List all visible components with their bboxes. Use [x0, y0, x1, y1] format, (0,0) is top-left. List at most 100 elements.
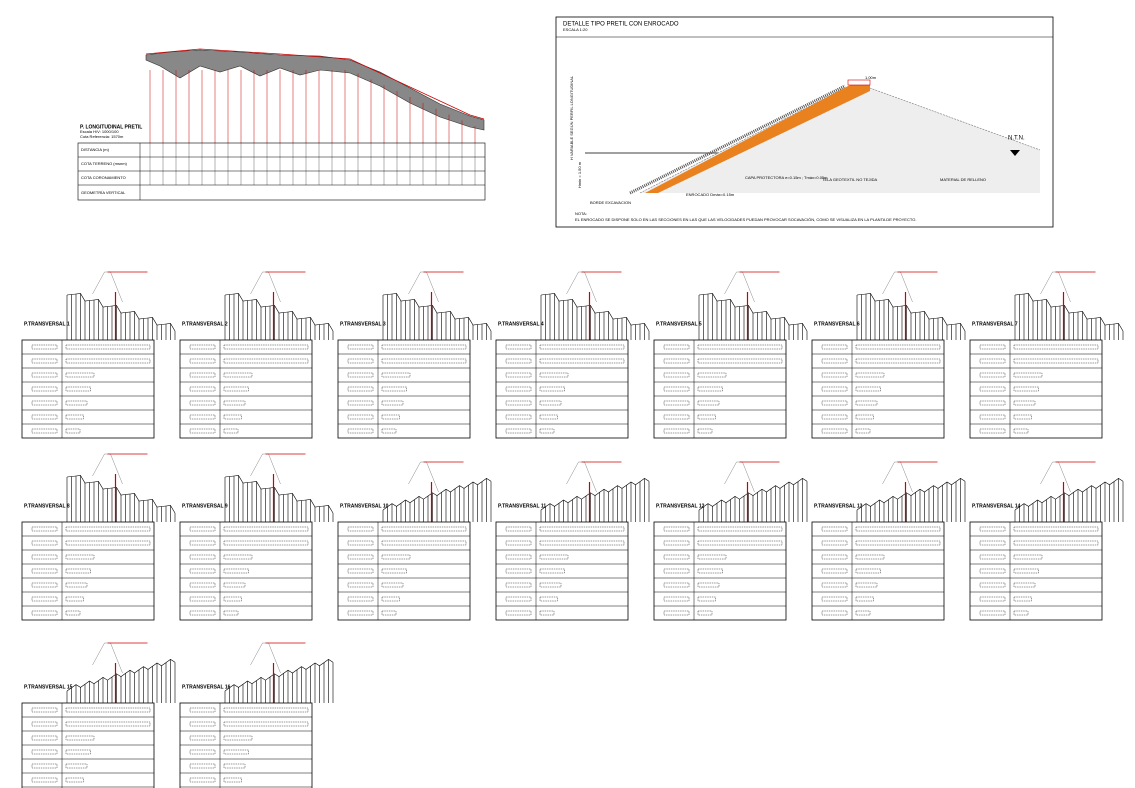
row-label-glyphs	[31, 735, 58, 741]
cross-section: P.TRANSVERSAL 16	[179, 642, 334, 788]
row-label-glyphs	[31, 554, 58, 560]
crest-line	[145, 48, 485, 120]
row-values	[65, 358, 151, 364]
cross-section: P.TRANSVERSAL 6	[811, 271, 966, 439]
row-label-glyphs	[347, 428, 374, 434]
embankment	[92, 642, 123, 674]
detail-title: DETALLE TIPO PRETIL CON ENROCADO	[563, 22, 679, 28]
row-label-glyphs	[979, 554, 1006, 560]
row-values	[223, 735, 253, 741]
row-values	[539, 414, 558, 420]
row-values	[697, 582, 720, 588]
row-values	[1013, 610, 1029, 616]
note-text: EL ENROCADO SE DISPONE SOLO EN LAS SECCI…	[575, 217, 916, 222]
fill-label: MATERIAL DE RELLENO	[940, 177, 986, 182]
row-values	[539, 428, 555, 434]
row-values	[539, 554, 569, 560]
embankment	[724, 271, 755, 303]
protective-layer	[645, 85, 870, 193]
cross-section: P.TRANSVERSAL 11	[495, 461, 650, 621]
terrain	[224, 475, 334, 514]
embankment	[250, 453, 281, 485]
row-values	[381, 526, 467, 532]
terrain	[382, 478, 492, 511]
section-title: P.TRANSVERSAL 2	[182, 321, 228, 327]
row-label-glyphs	[189, 540, 216, 546]
terrain	[1014, 293, 1124, 332]
row-values	[381, 596, 400, 602]
row-values	[65, 582, 88, 588]
row-values	[539, 568, 565, 574]
row-label-glyphs	[979, 358, 1006, 364]
row-values	[539, 386, 565, 392]
row-label-glyphs	[979, 582, 1006, 588]
section-table	[21, 702, 155, 788]
row-label-glyphs	[979, 372, 1006, 378]
row-values	[223, 707, 309, 713]
row-label-glyphs	[189, 372, 216, 378]
row-values	[855, 372, 885, 378]
row-label-glyphs	[821, 540, 848, 546]
row-label-glyphs	[189, 596, 216, 602]
note-title: NOTA:	[575, 211, 587, 216]
section-table	[21, 339, 155, 439]
row-values	[855, 344, 941, 350]
row-values	[223, 568, 249, 574]
embankment	[566, 461, 597, 493]
row-label-glyphs	[31, 721, 58, 727]
row-values	[381, 386, 407, 392]
row-label-glyphs	[505, 428, 532, 434]
section-table	[179, 702, 313, 788]
profile-table	[77, 142, 486, 201]
row-label-glyphs	[821, 344, 848, 350]
section-title: P.TRANSVERSAL 16	[182, 684, 231, 690]
cross-section: P.TRANSVERSAL 8	[21, 453, 176, 621]
section-title: P.TRANSVERSAL 4	[498, 321, 544, 327]
embankment	[1040, 461, 1071, 493]
terrain-band	[145, 49, 485, 131]
ntn-label: N.T.N.	[1008, 136, 1025, 142]
row-label-glyphs	[979, 526, 1006, 532]
row-values	[697, 568, 723, 574]
layer-label: CAPA PROTECTORA e=0.15m ; Tmáx=0.05m	[745, 175, 828, 180]
row-values	[65, 344, 151, 350]
row-values	[539, 526, 625, 532]
profile-title: P. LONGITUDINAL PRETIL	[80, 124, 142, 130]
terrain	[1014, 478, 1124, 511]
row-values	[539, 400, 562, 406]
row-label-glyphs	[189, 428, 216, 434]
row-values	[65, 554, 95, 560]
profile-scale: Escala H/V: 1000/100	[80, 129, 119, 134]
row-label-glyphs	[821, 554, 848, 560]
embankment	[882, 461, 913, 493]
embankment	[250, 642, 281, 674]
row-values	[697, 540, 783, 546]
section-title: P.TRANSVERSAL 15	[24, 684, 73, 690]
row-label-glyphs	[347, 358, 374, 364]
row-label-glyphs	[347, 526, 374, 532]
row-values	[697, 428, 713, 434]
row-values	[697, 610, 713, 616]
row-values	[223, 777, 242, 783]
row-values	[855, 540, 941, 546]
row-label-glyphs	[189, 749, 216, 755]
cross-section: P.TRANSVERSAL 1	[21, 271, 176, 439]
row-values	[855, 554, 885, 560]
row-values	[1013, 568, 1039, 574]
row-label-glyphs	[821, 582, 848, 588]
row-values	[223, 721, 309, 727]
row-label-glyphs	[979, 540, 1006, 546]
row-values	[65, 526, 151, 532]
row-label-glyphs	[979, 428, 1006, 434]
row-label-glyphs	[505, 386, 532, 392]
row-label-glyphs	[663, 372, 690, 378]
row-label-glyphs	[663, 554, 690, 560]
embankment	[92, 271, 123, 303]
row-label-glyphs	[979, 568, 1006, 574]
terrain	[224, 293, 334, 332]
section-title: P.TRANSVERSAL 13	[814, 503, 863, 509]
row-label-glyphs	[31, 428, 58, 434]
row-values	[539, 596, 558, 602]
row-label-glyphs	[663, 610, 690, 616]
section-title: P.TRANSVERSAL 11	[498, 503, 546, 509]
